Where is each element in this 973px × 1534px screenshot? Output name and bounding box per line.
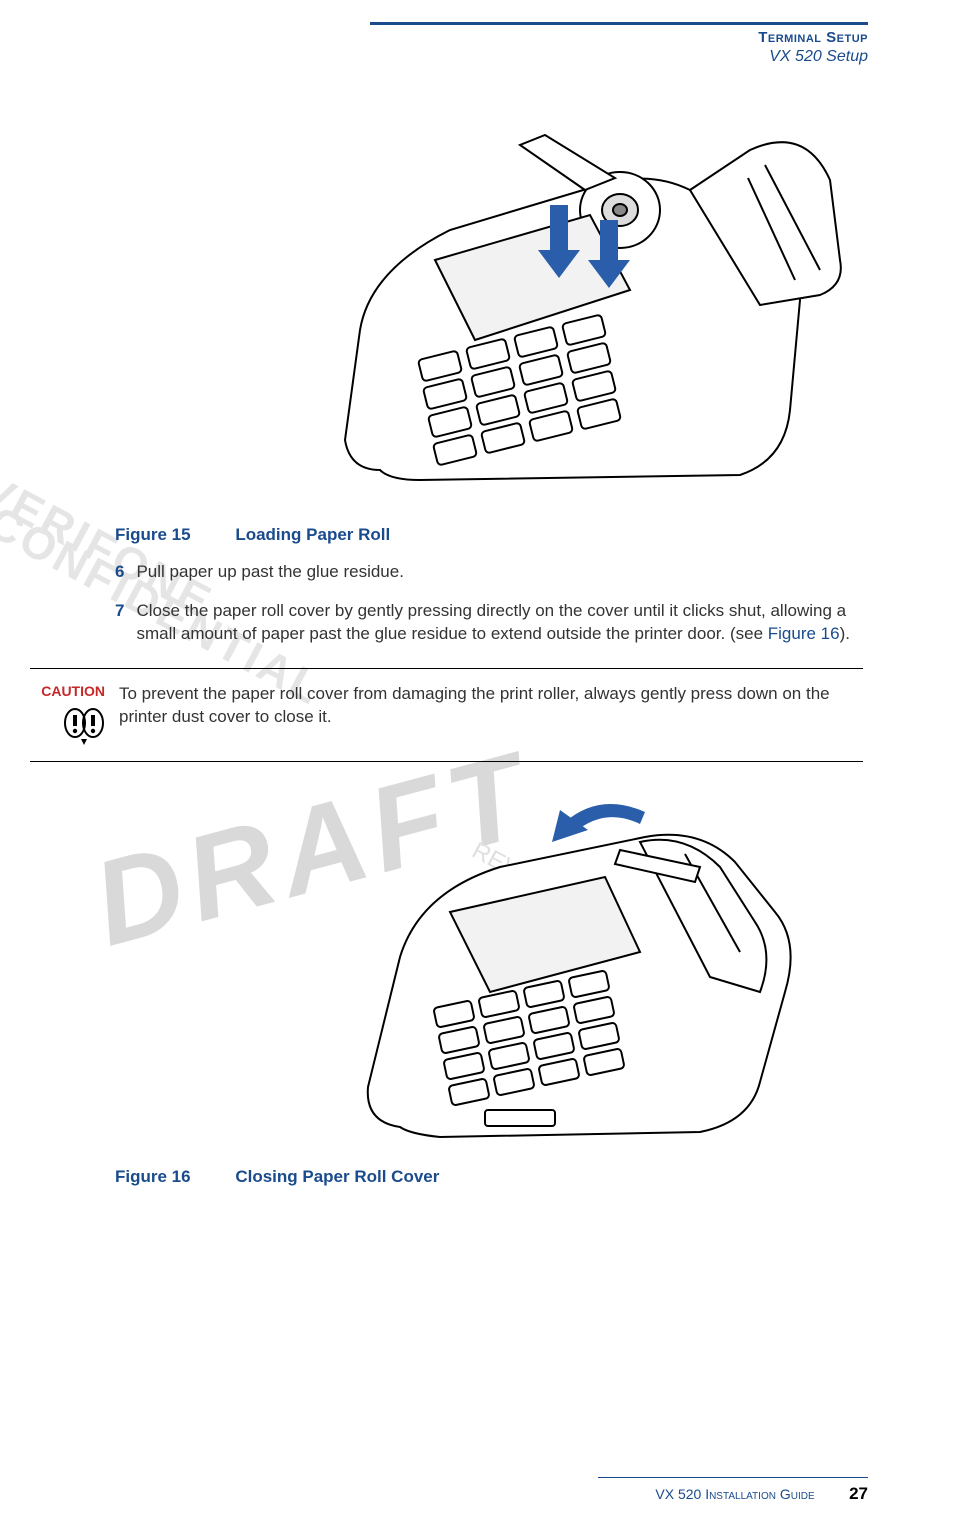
footer-page-number: 27 [849,1484,868,1503]
figure-16-link[interactable]: Figure 16 [768,624,840,643]
figure-16-caption: Figure 16 Closing Paper Roll Cover [115,1167,973,1187]
footer-guide-name: VX 520 Installation Guide [655,1486,814,1502]
caution-label: CAUTION [30,683,105,699]
figure-15-caption: Figure 15 Loading Paper Roll [115,525,973,545]
figure-16-number: Figure 16 [115,1167,191,1186]
step-6-text: Pull paper up past the glue residue. [136,561,863,584]
step-7-text: Close the paper roll cover by gently pre… [136,600,863,646]
figure-16-title: Closing Paper Roll Cover [235,1167,439,1186]
figure-15-title: Loading Paper Roll [235,525,390,544]
page-header: Terminal Setup VX 520 Setup [370,22,868,66]
figure-15-illustration [290,130,850,510]
caution-text: To prevent the paper roll cover from dam… [119,683,863,745]
page-footer: VX 520 Installation Guide 27 [598,1477,868,1504]
caution-icon [63,705,105,745]
step-6: 6 Pull paper up past the glue residue. [115,561,863,584]
step-7: 7 Close the paper roll cover by gently p… [115,600,863,646]
step-7-number: 7 [115,600,124,646]
caution-box: CAUTION To prevent the paper roll cover … [30,668,863,762]
step-7-text-after: ). [840,624,850,643]
figure-15-number: Figure 15 [115,525,191,544]
header-section-title: Terminal Setup [370,29,868,46]
step-6-number: 6 [115,561,124,584]
page-content: Figure 15 Loading Paper Roll 6 Pull pape… [0,120,973,1187]
step-7-text-before: Close the paper roll cover by gently pre… [136,601,846,643]
header-subtitle: VX 520 Setup [370,48,868,66]
figure-16-illustration [290,782,850,1152]
